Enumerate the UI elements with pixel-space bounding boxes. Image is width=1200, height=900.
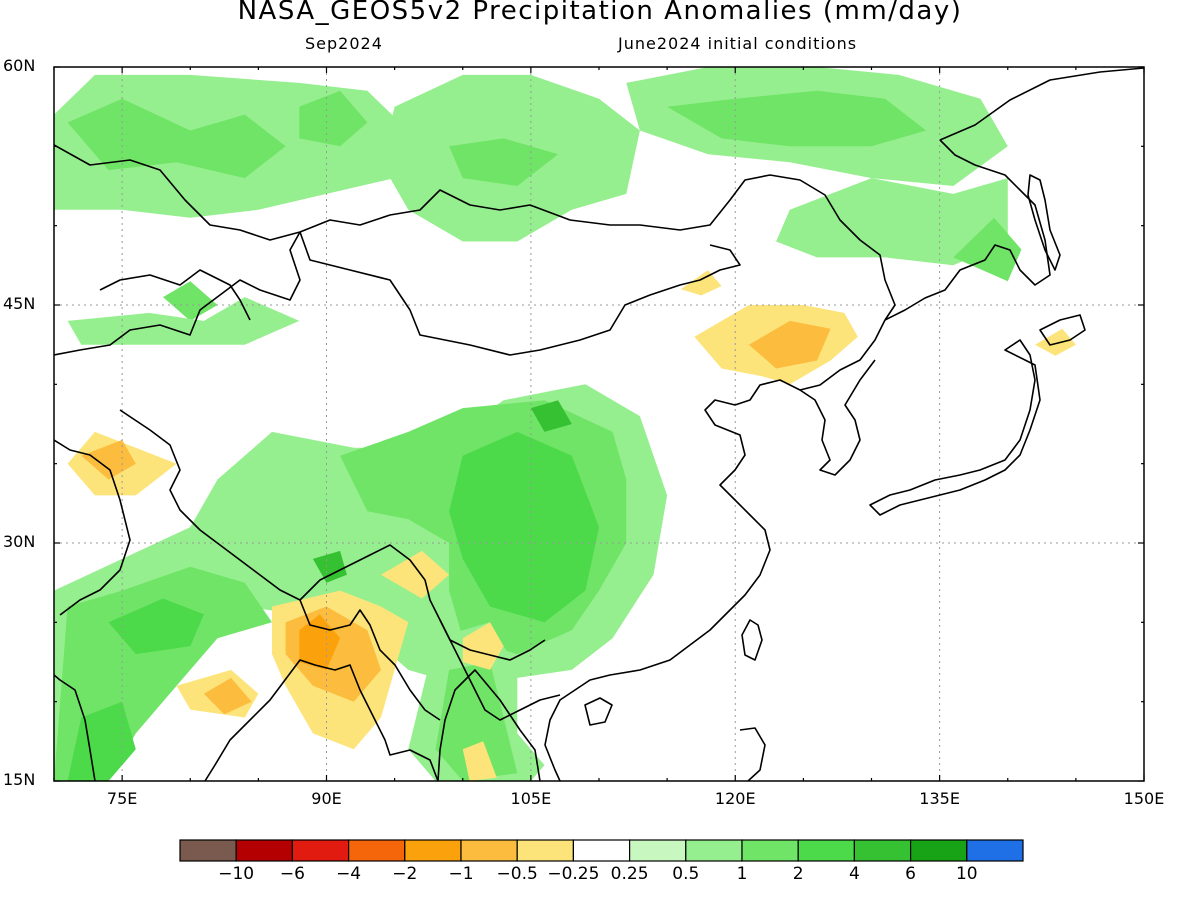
anomaly-region-27 (381, 550, 450, 599)
colorbar-label-11: 4 (848, 864, 860, 884)
lon-label-105: 105E (510, 789, 552, 808)
anomaly-region-29 (203, 677, 252, 715)
anomaly-region-17 (312, 550, 347, 583)
lon-label-90: 90E (311, 789, 342, 808)
coastline-okhotsk (939, 67, 1144, 141)
colorbar-label-8: 0.5 (672, 864, 700, 884)
colorbar (179, 839, 1024, 862)
coastline-japan (869, 339, 1041, 516)
colorbar-label-9: 1 (736, 864, 748, 884)
colorbar-swatch-14 (966, 839, 1024, 862)
colorbar-label-0: −10 (218, 864, 255, 884)
anomaly-region-5 (299, 90, 368, 147)
colorbar-label-4: −1 (448, 864, 474, 884)
colorbar-label-1: −6 (279, 864, 305, 884)
colorbar-swatch-4 (404, 839, 462, 862)
anomaly-region-15 (108, 598, 204, 655)
colorbar-label-13: 10 (955, 864, 978, 884)
colorbar-swatch-3 (348, 839, 406, 862)
colorbar-swatch-2 (291, 839, 350, 862)
colorbar-swatch-7 (572, 839, 631, 862)
coastline-luzon (739, 727, 766, 781)
coastline-taiwan (741, 619, 763, 661)
map-title: NASA_GEOS5v2 Precipitation Anomalies (mm… (237, 0, 963, 26)
border-central-asia (54, 231, 301, 356)
lat-label-45: 45N (3, 294, 36, 313)
border-russia-mongolia-china (54, 144, 896, 321)
anomaly-region-32 (748, 320, 831, 369)
colorbar-label-6: −0.25 (547, 864, 600, 884)
colorbar-label-7: 0.25 (610, 864, 649, 884)
coastline-china (544, 319, 886, 781)
valid-month-label: Sep2024 (305, 34, 383, 53)
init-conditions-label: June2024 initial conditions (618, 34, 858, 53)
anomaly-region-6 (667, 90, 926, 147)
anomaly-region-20 (435, 662, 518, 781)
border-bangladesh-burma (299, 599, 441, 721)
colorbar-swatch-10 (741, 839, 799, 862)
lon-label-150: 150E (1123, 789, 1165, 808)
lat-label-30: 30N (3, 532, 36, 551)
anomaly-region-34 (680, 270, 722, 296)
border-kazakh (99, 269, 251, 321)
anomaly-region-30 (462, 741, 497, 781)
colorbar-swatch-9 (685, 839, 743, 862)
colorbar-label-3: −2 (392, 864, 418, 884)
coastline-sakhalin (1027, 174, 1061, 271)
anomaly-region-8 (163, 281, 218, 321)
anomaly-region-25 (299, 614, 341, 670)
colorbar-swatch-8 (628, 839, 687, 862)
anomaly-fill-layer (54, 67, 1076, 781)
colorbar-label-2: −4 (336, 864, 362, 884)
colorbar-label-10: 2 (792, 864, 804, 884)
border-pakistan-india (54, 439, 131, 616)
coastline-amur-bay (884, 139, 1051, 321)
lon-label-75: 75E (106, 789, 138, 808)
lon-label-120: 120E (714, 789, 756, 808)
anomaly-region-26 (462, 622, 504, 670)
axis-ticks (53, 66, 1145, 782)
colorbar-swatch-0 (179, 839, 237, 862)
colorbar-swatch-6 (516, 839, 575, 862)
border-mongolia-china (299, 231, 741, 356)
anomaly-region-7 (449, 138, 559, 186)
coastline-hokkaido (1039, 314, 1086, 346)
coastline-india-west (54, 674, 96, 781)
lat-lon-gridlines (54, 67, 1144, 781)
anomaly-region-14 (449, 431, 599, 623)
colorbar-swatch-1 (235, 839, 293, 862)
anomaly-region-9 (953, 217, 1022, 282)
lat-label-60: 60N (3, 56, 36, 75)
coastline-bengal (204, 659, 439, 781)
coastline-indochina (437, 669, 541, 781)
lon-label-135: 135E (919, 789, 960, 808)
anomaly-region-3 (776, 178, 1008, 266)
colorbar-label-12: 6 (905, 864, 917, 884)
border-burma-laos (439, 619, 561, 721)
anomaly-region-33 (1035, 328, 1076, 356)
anomaly-region-18 (530, 400, 572, 432)
coastline-hainan (584, 697, 613, 726)
colorbar-swatch-11 (797, 839, 856, 862)
colorbar-swatch-12 (853, 839, 912, 862)
border-tibet-india (119, 409, 546, 661)
colorbar-label-5: −0.5 (496, 864, 538, 884)
lat-label-15: 15N (3, 770, 36, 789)
coastline-layer (54, 67, 1144, 781)
colorbar-swatch-5 (460, 839, 518, 862)
colorbar-swatch-13 (909, 839, 968, 862)
coastline-korea (799, 359, 876, 476)
